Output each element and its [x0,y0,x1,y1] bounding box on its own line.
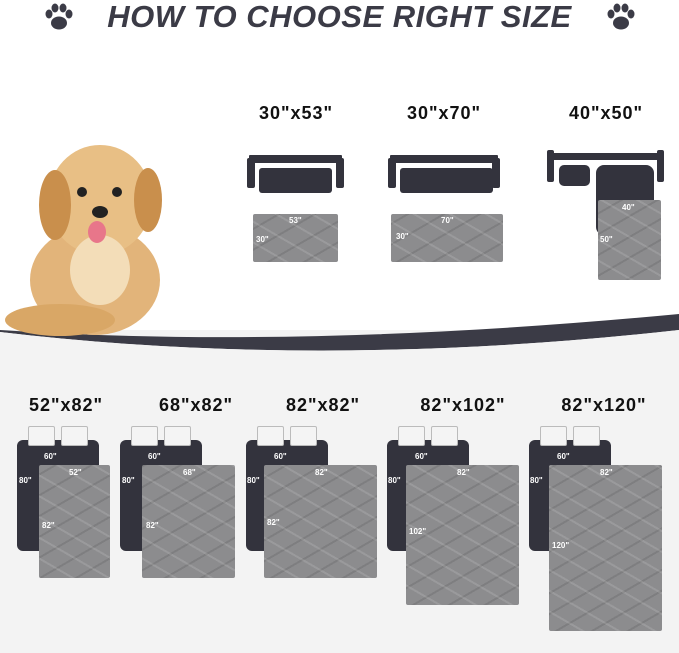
size-label: 82"x120" [561,395,647,415]
bed-width-label: 60" [148,452,161,461]
pillow-icon [290,426,317,446]
width-label: 53" [289,216,302,225]
sofa-icon [388,150,500,195]
bed-width-label: 60" [44,452,57,461]
swoosh-divider [0,314,679,360]
dog-photo [5,145,162,336]
size-label: 82"x82" [285,395,361,415]
height-label: 50" [600,235,613,244]
bed-height-label: 80" [122,476,135,485]
width-label: 52" [69,468,82,477]
bed-height-label: 80" [247,476,260,485]
width-label: 70" [441,216,454,225]
pillow-icon [257,426,284,446]
pad-mat: 53" 30" [253,214,338,262]
height-label: 30" [396,232,409,241]
pillow-icon [431,426,458,446]
height-label: 120" [552,541,570,550]
size-label: 40"x50" [568,103,644,123]
width-label: 82" [315,468,328,477]
height-label: 30" [256,235,269,244]
pad-mat: 68" 82" [142,465,235,578]
pad-mat: 52" 82" [39,465,110,578]
bed-height-label: 80" [388,476,401,485]
size-label: 52"x82" [28,395,104,415]
size-label: 68"x82" [158,395,234,415]
pillow-icon [573,426,600,446]
pillow-icon [164,426,191,446]
pad-mat: 40" 50" [598,200,661,280]
width-label: 82" [457,468,470,477]
pad-mat: 82" 120" [549,465,662,631]
paw-icon [45,3,73,30]
size-label: 30"x53" [258,103,334,123]
size-label: 30"x70" [406,103,482,123]
height-label: 82" [267,518,280,527]
width-label: 68" [183,468,196,477]
pillow-icon [398,426,425,446]
paw-icon [607,3,635,30]
page-title: HOW TO CHOOSE RIGHT SIZE [107,0,572,34]
bed-width-label: 60" [415,452,428,461]
bed-width-label: 60" [557,452,570,461]
bed-height-label: 80" [19,476,32,485]
pad-mat: 82" 102" [406,465,519,605]
pillow-icon [131,426,158,446]
pillow-icon [540,426,567,446]
size-label: 82"x102" [420,395,506,415]
bed-height-label: 80" [530,476,543,485]
pillow-icon [28,426,55,446]
height-label: 102" [409,527,427,536]
pillow-icon [61,426,88,446]
height-label: 82" [146,521,159,530]
sofa-icon [247,150,344,195]
height-label: 82" [42,521,55,530]
width-label: 82" [600,468,613,477]
bed-width-label: 60" [274,452,287,461]
width-label: 40" [622,203,635,212]
pad-mat: 82" 82" [264,465,377,578]
pad-mat: 70" 30" [391,214,503,262]
